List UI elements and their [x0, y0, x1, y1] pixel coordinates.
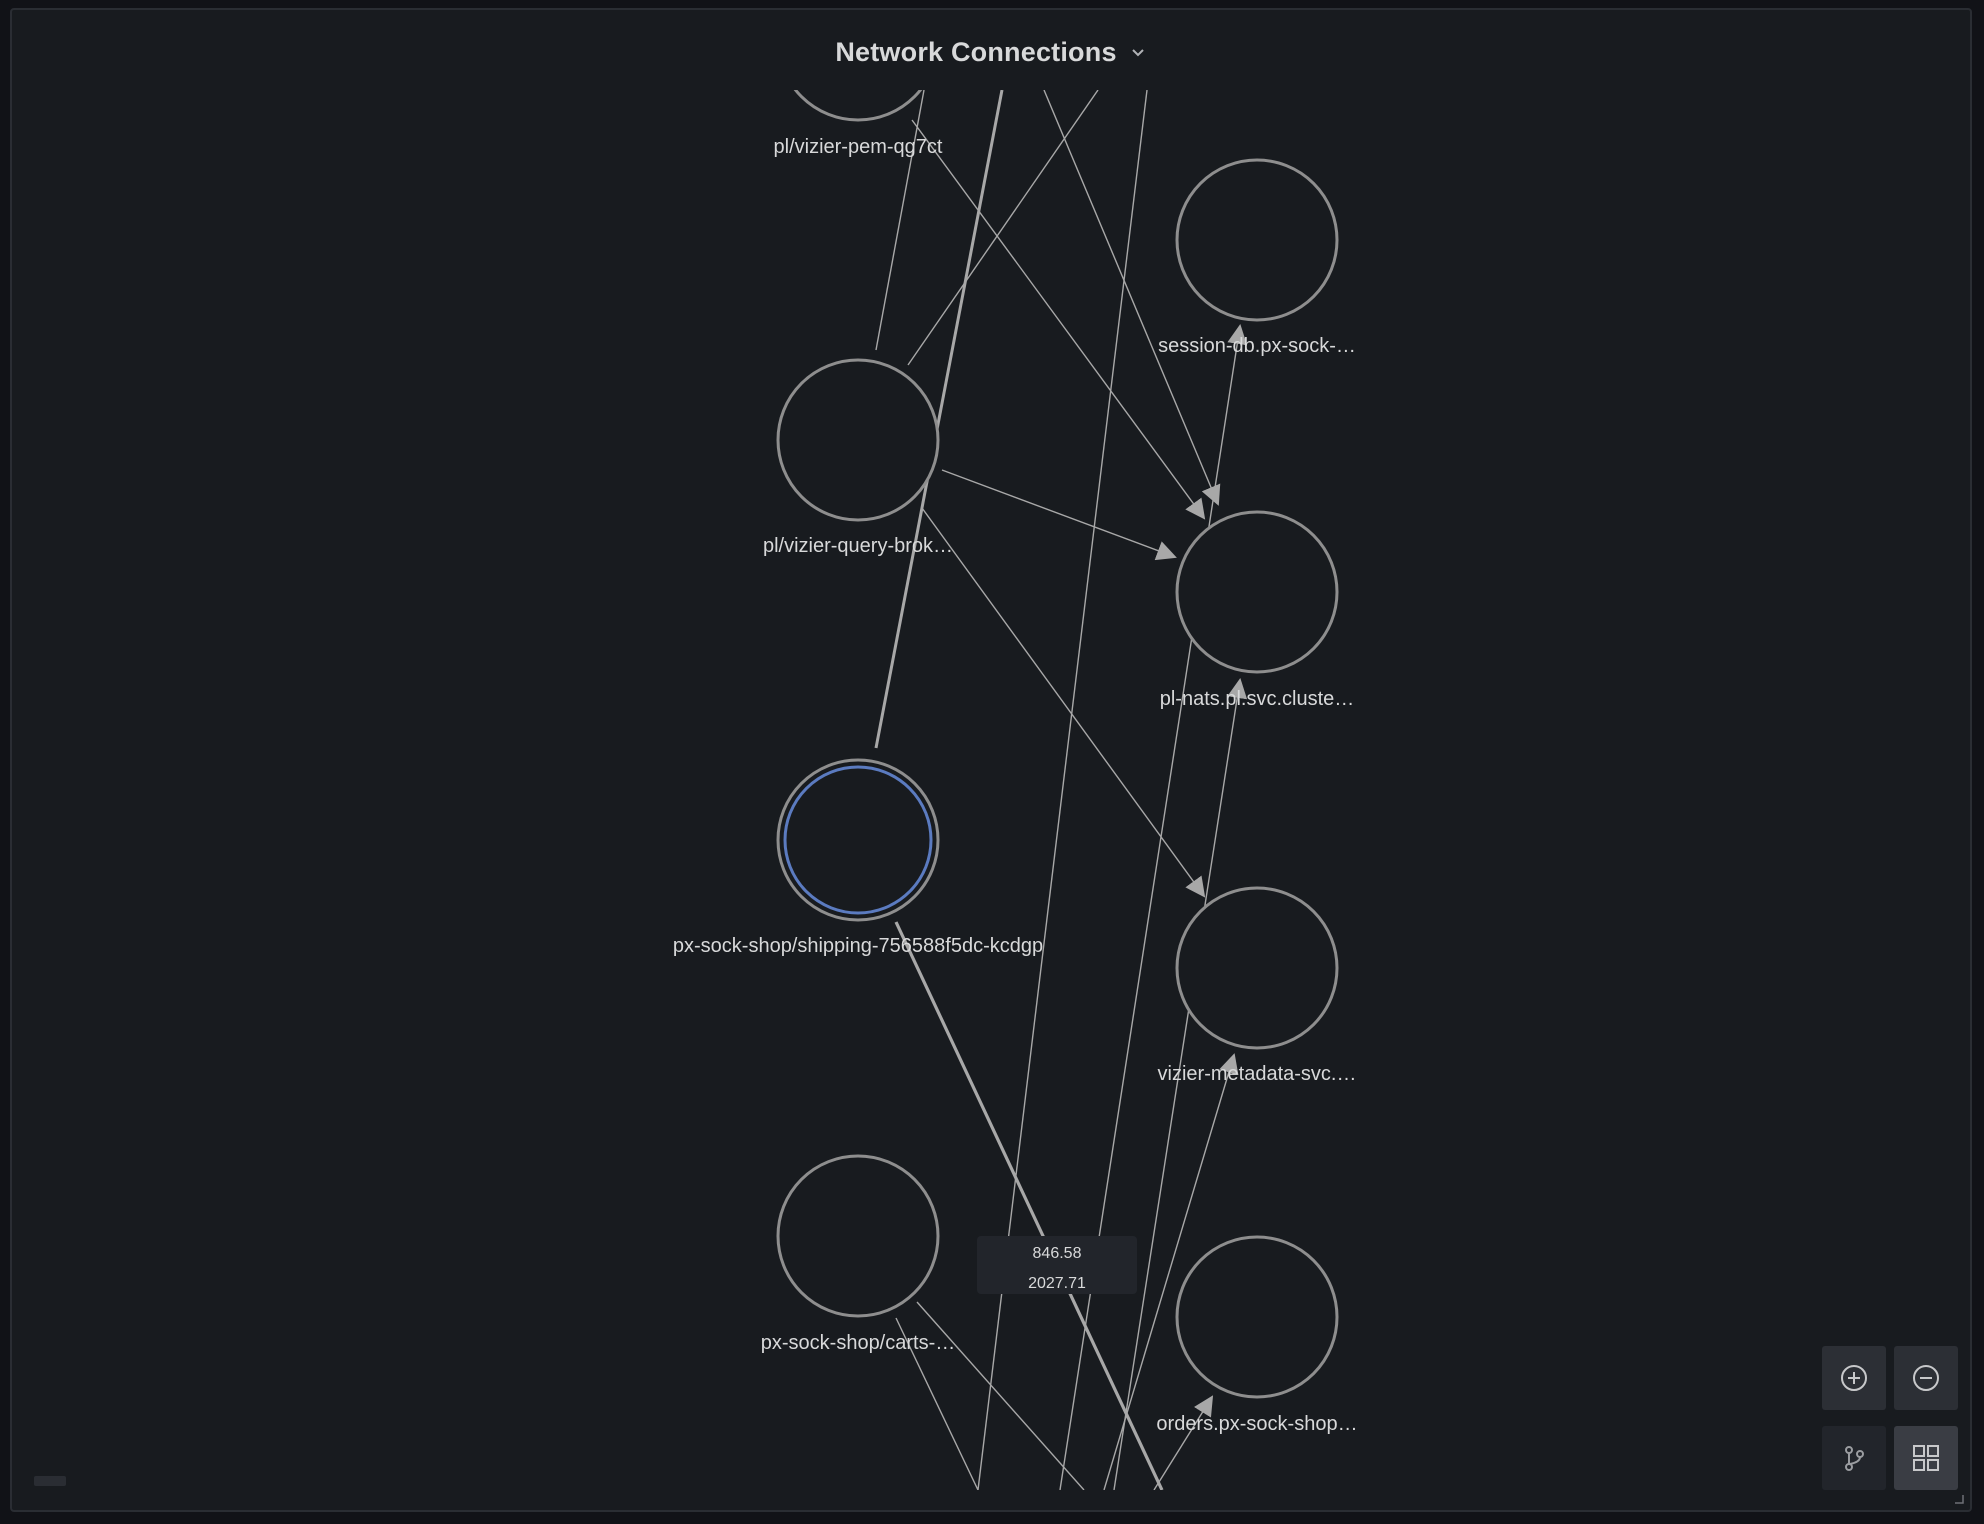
grid-layout-button[interactable]	[1894, 1426, 1958, 1490]
network-connections-panel: pl/vizier-pem-qg7ct session-db.px-sock-……	[10, 8, 1972, 1512]
node-graph[interactable]: pl/vizier-pem-qg7ct session-db.px-sock-……	[12, 10, 1972, 1510]
zoom-out-button[interactable]	[1894, 1346, 1958, 1410]
node-carts[interactable]: px-sock-shop/carts-…	[761, 1156, 956, 1354]
node-label: session-db.px-sock-…	[1158, 335, 1356, 357]
resize-handle-icon[interactable]	[1954, 1494, 1964, 1504]
legend-placeholder	[34, 1476, 66, 1486]
grid-icon	[1911, 1443, 1941, 1473]
node-label: pl/vizier-query-brok…	[763, 535, 953, 557]
node-vizier-metadata[interactable]: vizier-metadata-svc.…	[1158, 888, 1357, 1085]
graph-edge[interactable]	[912, 120, 1204, 518]
graph-edge[interactable]	[942, 470, 1175, 557]
zoom-in-icon	[1839, 1363, 1869, 1393]
node-session-db[interactable]: session-db.px-sock-…	[1158, 160, 1356, 357]
panel-title[interactable]: Network Connections	[835, 37, 1116, 68]
node-pl-nats[interactable]: pl-nats.pl.svc.cluste…	[1160, 512, 1355, 710]
graph-edge[interactable]	[876, 90, 924, 350]
graph-edge[interactable]	[896, 922, 1162, 1490]
node-label: pl/vizier-pem-qg7ct	[774, 136, 943, 158]
zoom-out-icon	[1911, 1363, 1941, 1393]
node-orders[interactable]: orders.px-sock-shop…	[1156, 1237, 1357, 1435]
edge-stat-primary: 846.58	[1033, 1245, 1082, 1262]
node-label: pl-nats.pl.svc.cluste…	[1160, 688, 1355, 710]
edge-stat-secondary: 2027.71	[1028, 1275, 1086, 1292]
hierarchy-layout-button[interactable]	[1822, 1426, 1886, 1490]
node-label: px-sock-shop/shipping-756588f5dc-kcdgp	[673, 935, 1043, 957]
node-shipping-selected[interactable]: px-sock-shop/shipping-756588f5dc-kcdgp	[673, 760, 1043, 957]
graph-edge[interactable]	[917, 1302, 1084, 1490]
graph-edge[interactable]	[908, 90, 1098, 365]
panel-header: Network Connections	[12, 28, 1970, 76]
node-label: px-sock-shop/carts-…	[761, 1332, 956, 1354]
node-label: orders.px-sock-shop…	[1156, 1413, 1357, 1435]
node-label: vizier-metadata-svc.…	[1158, 1063, 1357, 1085]
graph-edge[interactable]	[1044, 90, 1218, 504]
node-query-broker[interactable]: pl/vizier-query-brok…	[763, 360, 953, 557]
chevron-down-icon[interactable]	[1129, 43, 1147, 61]
edge-stats-tooltip: 846.58 2027.71	[977, 1236, 1137, 1294]
branch-icon	[1839, 1443, 1869, 1473]
graph-edge[interactable]	[1154, 1397, 1212, 1490]
zoom-in-button[interactable]	[1822, 1346, 1886, 1410]
